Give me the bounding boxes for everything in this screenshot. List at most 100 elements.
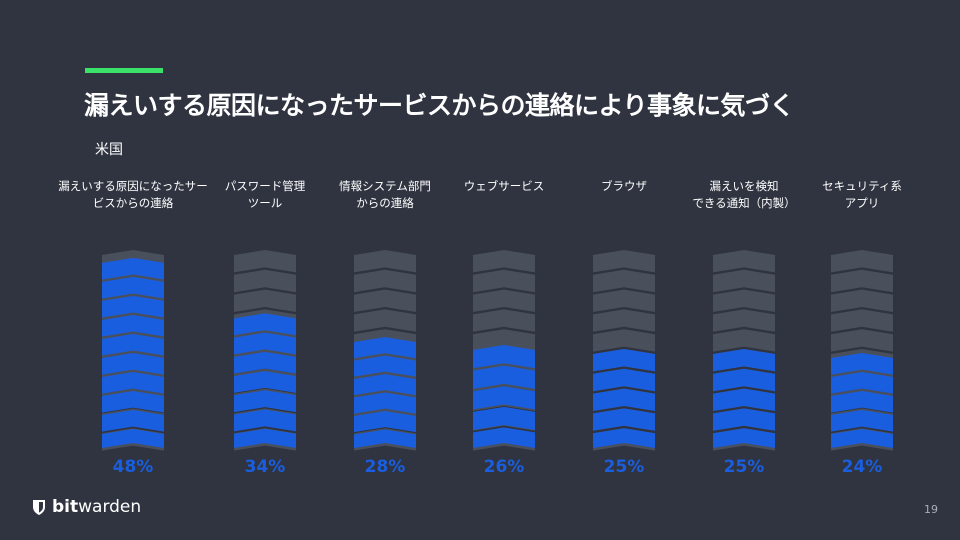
bar-empty-segment	[234, 250, 296, 273]
value-label: 25%	[604, 457, 645, 477]
bar-filled-segment	[831, 390, 893, 413]
bar-filled-segment	[593, 388, 655, 411]
category-label-line: 情報システム部門	[339, 179, 431, 193]
bar-empty-segment	[473, 309, 535, 332]
bar-empty-segment	[473, 269, 535, 293]
bar-empty-segment	[354, 309, 416, 332]
bar-filled-segment	[234, 313, 296, 336]
bar-empty-segment	[593, 329, 655, 352]
bar-filled-segment	[234, 351, 296, 374]
bar-filled-segment	[102, 428, 164, 448]
bar-filled-segment	[234, 332, 296, 355]
category-label-line: アプリ	[844, 196, 880, 210]
value-label: 24%	[842, 457, 883, 477]
bar-filled-segment	[473, 345, 535, 369]
bar-filled-segment	[593, 408, 655, 431]
bar-filled-segment	[354, 374, 416, 396]
bar-filled-segment	[473, 386, 535, 410]
bar-filled-segment	[354, 337, 416, 359]
value-label: 34%	[245, 457, 286, 477]
bar-filled-segment	[102, 295, 164, 318]
bar-filled-segment	[354, 355, 416, 377]
bar-filled-segment	[831, 371, 893, 394]
bar-filled-segment	[713, 388, 775, 411]
bar-filled-segment	[234, 371, 296, 393]
bar-filled-segment	[593, 368, 655, 392]
bar-column	[593, 250, 655, 451]
bar-empty-segment	[831, 250, 893, 273]
category-label: ウェブサービス	[429, 178, 579, 195]
bar-empty-segment	[234, 289, 296, 312]
bar-empty-segment	[713, 309, 775, 332]
category-label-line: ツール	[247, 196, 283, 210]
category-label-line: ブラウザ	[601, 179, 647, 193]
bar-empty-segment	[354, 289, 416, 312]
category-label: セキュリティ系 アプリ	[787, 178, 937, 212]
bar-filled-segment	[102, 257, 164, 280]
bar-filled-segment	[102, 409, 164, 432]
bar-empty-segment	[473, 289, 535, 312]
bar-filled-segment	[473, 427, 535, 448]
bar-filled-segment	[831, 428, 893, 448]
bar-filled-segment	[593, 428, 655, 448]
bar-filled-segment	[713, 408, 775, 431]
bar-filled-segment	[102, 314, 164, 337]
bar-empty-segment	[713, 289, 775, 312]
bar-filled-segment	[102, 333, 164, 356]
bar-filled-segment	[354, 392, 416, 414]
bar-filled-segment	[234, 390, 296, 413]
brand-name: bitwarden	[52, 497, 142, 517]
shield-icon	[33, 499, 45, 515]
bar-column	[473, 250, 535, 451]
bar-empty-segment	[831, 269, 893, 293]
bar-filled-segment	[354, 411, 416, 433]
category-label-line: ウェブサービス	[463, 179, 545, 193]
bar-empty-segment	[831, 329, 893, 352]
category-label-line: パスワード管理	[224, 179, 306, 193]
bar-empty-segment	[473, 250, 535, 273]
bar-column	[831, 250, 893, 451]
category-label: パスワード管理 ツール	[190, 178, 340, 212]
bar-empty-segment	[831, 309, 893, 332]
title-accent-bar	[85, 68, 163, 73]
bar-empty-segment	[713, 250, 775, 273]
bar-column	[102, 250, 164, 451]
bar-filled-segment	[713, 368, 775, 392]
bar-filled-segment	[234, 409, 296, 432]
bar-empty-segment	[593, 269, 655, 293]
bar-empty-segment	[593, 289, 655, 312]
bar-filled-segment	[831, 352, 893, 375]
category-label-line: できる通知（内製）	[692, 196, 796, 210]
bar-filled-segment	[102, 371, 164, 394]
value-label: 28%	[365, 457, 406, 477]
bar-filled-segment	[713, 349, 775, 372]
bar-empty-segment	[473, 329, 535, 352]
bar-filled-segment	[473, 406, 535, 431]
page-number: 19	[924, 503, 938, 516]
category-label: 情報システム部門 からの連絡	[310, 178, 460, 212]
category-label-line: ビスからの連絡	[92, 196, 174, 210]
region-label: 米国	[95, 142, 123, 158]
bar-filled-segment	[102, 276, 164, 299]
category-label: ブラウザ	[549, 178, 699, 195]
bar-filled-segment	[593, 349, 655, 372]
category-label: 漏えいする原因になったサー ビスからの連絡	[58, 178, 208, 212]
bar-column	[354, 250, 416, 451]
category-label: 漏えいを検知できる通知（内製）	[669, 178, 819, 212]
category-label-line: 漏えいする原因になったサー	[58, 179, 208, 193]
slide-title: 漏えいする原因になったサービスからの連絡により事象に気づく	[84, 91, 795, 120]
bar-filled-segment	[102, 390, 164, 413]
category-label-line: セキュリティ系	[822, 179, 902, 193]
bar-empty-segment	[354, 269, 416, 293]
bar-filled-segment	[354, 429, 416, 448]
bar-empty-segment	[593, 250, 655, 273]
value-label: 48%	[113, 457, 154, 477]
bitwarden-logo: bitwarden	[32, 497, 141, 517]
bar-column	[234, 250, 296, 451]
category-label-line: 漏えいを検知	[709, 179, 779, 193]
bar-empty-segment	[831, 289, 893, 312]
bar-empty-segment	[713, 329, 775, 352]
bar-empty-segment	[593, 309, 655, 332]
category-label-line: からの連絡	[356, 196, 414, 210]
